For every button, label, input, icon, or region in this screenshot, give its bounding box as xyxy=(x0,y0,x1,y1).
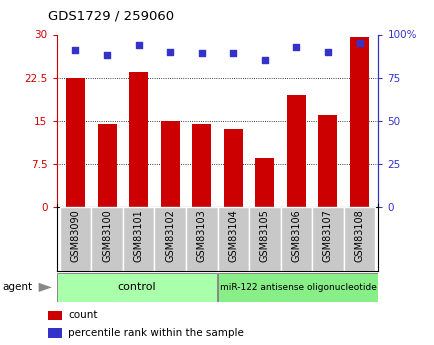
Bar xyxy=(217,207,249,271)
Bar xyxy=(122,207,154,271)
Bar xyxy=(129,72,148,207)
Point xyxy=(292,44,299,49)
Bar xyxy=(286,95,305,207)
Point xyxy=(324,49,331,55)
Bar xyxy=(91,207,122,271)
Text: percentile rank within the sample: percentile rank within the sample xyxy=(68,328,243,338)
Text: GSM83100: GSM83100 xyxy=(102,209,112,262)
Text: GSM83103: GSM83103 xyxy=(196,209,206,262)
Text: GDS1729 / 259060: GDS1729 / 259060 xyxy=(48,9,174,22)
Text: GSM83090: GSM83090 xyxy=(70,209,80,262)
Text: GSM83106: GSM83106 xyxy=(291,209,301,262)
Text: GSM83104: GSM83104 xyxy=(228,209,238,262)
Text: GSM83107: GSM83107 xyxy=(322,209,332,262)
Bar xyxy=(255,158,274,207)
Point xyxy=(261,58,268,63)
Bar xyxy=(48,328,62,338)
Bar xyxy=(97,124,116,207)
Text: count: count xyxy=(68,310,98,320)
Bar xyxy=(343,207,375,271)
Bar xyxy=(318,115,337,207)
Text: control: control xyxy=(118,282,156,292)
Bar xyxy=(349,37,368,207)
Bar xyxy=(224,129,242,207)
Bar xyxy=(192,124,210,207)
Bar xyxy=(59,207,91,271)
Text: GSM83102: GSM83102 xyxy=(165,209,175,262)
Bar xyxy=(66,78,85,207)
Bar xyxy=(154,207,185,271)
Text: agent: agent xyxy=(2,282,32,292)
Point xyxy=(229,51,236,56)
Polygon shape xyxy=(39,283,52,292)
Text: GSM83105: GSM83105 xyxy=(259,209,269,262)
Bar xyxy=(217,273,378,302)
Point xyxy=(355,40,362,46)
Text: GSM83101: GSM83101 xyxy=(133,209,143,262)
Bar xyxy=(56,273,217,302)
Text: GSM83108: GSM83108 xyxy=(354,209,364,262)
Bar xyxy=(312,207,343,271)
Point xyxy=(72,47,79,53)
Point xyxy=(103,52,110,58)
Text: miR-122 antisense oligonucleotide: miR-122 antisense oligonucleotide xyxy=(219,283,375,292)
Bar xyxy=(160,121,179,207)
Point xyxy=(198,51,205,56)
Bar xyxy=(280,207,312,271)
Point xyxy=(166,49,173,55)
Bar xyxy=(48,310,62,320)
Bar xyxy=(249,207,280,271)
Point xyxy=(135,42,142,48)
Bar xyxy=(185,207,217,271)
